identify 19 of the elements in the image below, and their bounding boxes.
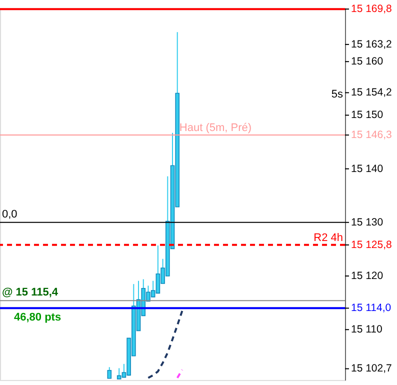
y-tick-label: 15 110 [351, 324, 382, 336]
y-tick-label: 15 120 [351, 270, 384, 282]
annotation: 0,0 [2, 208, 18, 220]
ref-line-label: Haut (5m, Pré) [179, 122, 252, 134]
y-tick-label: 15 163,2 [351, 38, 392, 50]
y-tick-label: 15 154,2 [351, 86, 392, 99]
y-tick-label: 15 140 [351, 162, 384, 175]
y-tick-label: 15 114,0 [351, 302, 392, 314]
y-tick-label: 15 130 [351, 216, 384, 228]
y-tick-label: 15 125,8 [351, 238, 392, 251]
ref-line-label: R2 4h [314, 232, 343, 244]
annotation: 5s [331, 88, 344, 100]
y-tick-label: 15 146,3 [351, 129, 392, 142]
ref-line-label: @ 15 115,4 [2, 286, 59, 299]
y-tick-label: 15 169,8 [351, 3, 392, 16]
y-tick-label: 15 150 [351, 109, 384, 122]
y-tick-label: 15 102,7 [351, 362, 392, 375]
y-tick-label: 15 160 [351, 56, 384, 68]
annotation: 46,80 pts [14, 312, 62, 324]
